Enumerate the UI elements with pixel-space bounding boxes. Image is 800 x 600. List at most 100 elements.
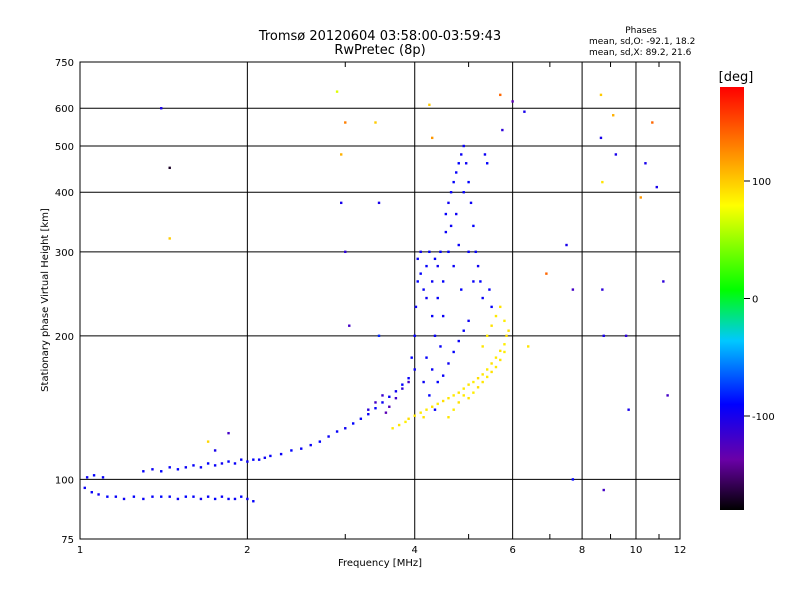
data-point-scattered <box>340 153 343 156</box>
data-point-o <box>433 257 437 261</box>
data-points <box>83 90 669 503</box>
data-point-o <box>425 356 428 359</box>
data-point-o <box>474 250 477 254</box>
data-point-o <box>460 153 463 156</box>
data-point-o <box>472 280 475 283</box>
data-point-scattered <box>340 201 343 205</box>
data-point-o <box>428 250 431 254</box>
data-point-x <box>499 349 502 353</box>
data-point-scattered <box>627 408 630 411</box>
data-point-x <box>494 314 498 318</box>
data-point-o <box>192 495 195 498</box>
data-point-x <box>413 414 416 417</box>
data-point-o <box>481 296 484 300</box>
y-axis-label: Stationary phase Virtual Height [km] <box>40 208 51 392</box>
data-point-o <box>401 387 404 390</box>
data-point-o <box>240 458 243 461</box>
data-point-o <box>490 305 493 309</box>
data-point-scattered <box>377 334 381 338</box>
data-point-o <box>233 462 237 465</box>
data-point-o <box>240 495 243 498</box>
data-point-o <box>413 368 416 371</box>
data-point-o <box>430 280 434 283</box>
data-point-o <box>422 288 425 291</box>
data-point-o <box>433 334 437 338</box>
data-point-o <box>252 458 255 461</box>
data-point-scattered <box>612 114 615 117</box>
data-point-o <box>407 380 410 384</box>
data-point-o <box>213 497 217 501</box>
data-point-x <box>503 350 506 354</box>
y-tick-label: 300 <box>55 248 74 259</box>
data-point-o <box>374 401 377 404</box>
data-point-o <box>439 345 442 348</box>
y-axis-ticks: 75 100 200 300 400 500 600 750 <box>55 58 74 546</box>
data-point-o <box>367 408 370 411</box>
data-point-o <box>436 296 439 300</box>
data-point-o <box>419 250 422 254</box>
data-point-scattered <box>523 110 526 113</box>
data-point-scattered <box>160 107 163 110</box>
data-point-o <box>142 497 145 501</box>
data-point-o <box>142 470 145 473</box>
data-point-x <box>494 365 498 369</box>
data-point-o <box>160 470 163 473</box>
data-point-o <box>160 495 163 498</box>
data-point-o <box>290 449 293 452</box>
data-point-o <box>381 394 384 397</box>
data-point-o <box>213 464 217 467</box>
data-point-x <box>481 373 484 376</box>
data-point-scattered <box>335 90 339 93</box>
data-point-o <box>416 280 419 283</box>
data-point-o <box>455 212 458 216</box>
data-point-x <box>494 356 498 359</box>
data-point-o <box>168 495 171 498</box>
data-point-o <box>388 395 391 398</box>
data-point-o <box>227 497 230 501</box>
data-point-o <box>452 350 455 354</box>
data-point-o <box>460 288 463 291</box>
data-point-x <box>441 399 445 403</box>
data-point-o <box>220 462 224 465</box>
data-point-o <box>452 180 455 184</box>
data-point-scattered <box>599 136 603 140</box>
x-axis-ticks: 1 2 4 6 8 10 12 <box>77 62 686 556</box>
data-point-scattered <box>639 196 642 199</box>
data-point-scattered <box>624 334 628 338</box>
y-tick-label: 200 <box>55 332 74 343</box>
colorbar <box>720 87 744 510</box>
data-point-o <box>220 495 224 498</box>
data-point-o <box>269 454 272 458</box>
colorbar-tick-label: 100 <box>752 177 771 188</box>
data-point-x <box>476 376 480 380</box>
x-tick-label: 1 <box>77 545 83 556</box>
data-point-scattered <box>168 237 171 240</box>
y-tick-label: 100 <box>55 475 74 486</box>
colorbar-label: [deg] <box>719 70 754 85</box>
data-point-o <box>335 430 339 433</box>
data-point-scattered <box>374 121 377 124</box>
data-point-o <box>430 368 434 371</box>
data-point-o <box>483 153 487 156</box>
data-point-o <box>257 458 261 461</box>
data-point-o <box>462 191 465 194</box>
data-point-o <box>151 468 154 471</box>
data-point-o <box>388 405 391 408</box>
data-point-o <box>122 497 126 501</box>
data-point-x <box>503 343 506 346</box>
data-point-scattered <box>599 93 603 97</box>
data-point-x <box>481 345 484 348</box>
data-point-scattered <box>428 103 431 107</box>
data-point-o <box>433 408 437 411</box>
data-point-x <box>422 416 425 419</box>
data-point-scattered <box>499 93 502 97</box>
data-point-o <box>351 422 355 425</box>
data-point-scattered <box>430 136 434 140</box>
data-point-o <box>114 495 118 498</box>
data-point-scattered <box>344 250 347 254</box>
data-point-o <box>436 380 439 384</box>
data-point-o <box>416 257 419 261</box>
data-point-x <box>407 417 410 420</box>
y-tick-label: 500 <box>55 142 74 153</box>
